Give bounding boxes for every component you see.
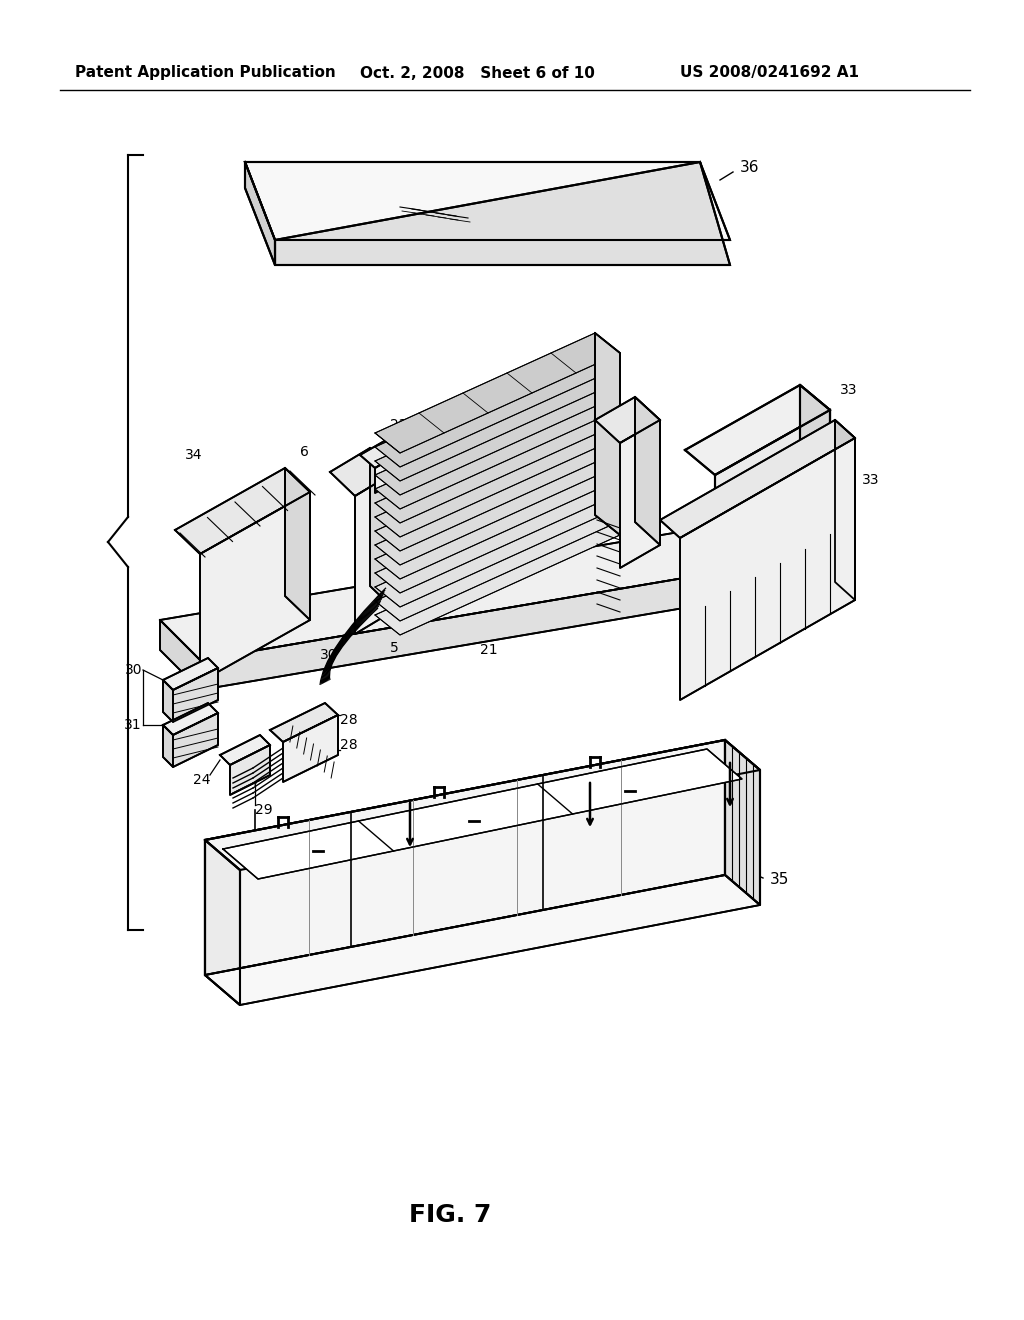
Polygon shape [375, 333, 620, 453]
Polygon shape [175, 469, 310, 554]
Polygon shape [375, 459, 620, 579]
Text: 30: 30 [319, 648, 338, 663]
Polygon shape [375, 487, 620, 607]
Text: 23: 23 [530, 385, 548, 400]
Polygon shape [245, 162, 275, 265]
Text: Patent Application Publication: Patent Application Publication [75, 66, 336, 81]
Polygon shape [725, 741, 760, 906]
Polygon shape [205, 741, 760, 870]
Polygon shape [163, 680, 173, 722]
Polygon shape [220, 735, 270, 766]
Polygon shape [205, 840, 240, 1005]
Polygon shape [680, 438, 855, 700]
Polygon shape [375, 375, 620, 495]
Text: 28: 28 [340, 738, 357, 752]
Polygon shape [330, 447, 395, 496]
Text: US 2008/0241692 A1: US 2008/0241692 A1 [680, 66, 859, 81]
Text: 21: 21 [595, 408, 612, 422]
Polygon shape [163, 725, 173, 767]
Polygon shape [173, 713, 218, 767]
Polygon shape [375, 445, 415, 492]
Text: 28: 28 [340, 713, 357, 727]
Polygon shape [660, 420, 855, 539]
Polygon shape [355, 473, 395, 634]
Polygon shape [223, 748, 742, 879]
Polygon shape [375, 389, 620, 510]
Text: 24: 24 [193, 774, 210, 787]
Polygon shape [285, 469, 310, 620]
Polygon shape [205, 741, 725, 975]
Polygon shape [200, 492, 310, 682]
Polygon shape [245, 162, 730, 240]
Polygon shape [370, 447, 395, 610]
Polygon shape [800, 385, 830, 550]
Polygon shape [620, 420, 660, 568]
Polygon shape [375, 445, 620, 565]
Polygon shape [270, 704, 338, 742]
Polygon shape [160, 620, 200, 690]
Text: 33: 33 [840, 383, 857, 397]
Polygon shape [375, 502, 620, 620]
Polygon shape [635, 397, 660, 545]
Polygon shape [360, 432, 415, 469]
Text: 35: 35 [770, 873, 790, 887]
Text: 21: 21 [480, 643, 498, 657]
Text: 31: 31 [124, 718, 142, 733]
Text: 29: 29 [255, 803, 272, 817]
Text: Oct. 2, 2008   Sheet 6 of 10: Oct. 2, 2008 Sheet 6 of 10 [360, 66, 595, 81]
Polygon shape [163, 704, 218, 735]
Text: 36: 36 [740, 161, 760, 176]
Polygon shape [200, 560, 790, 690]
Polygon shape [685, 385, 830, 475]
Text: 33: 33 [862, 473, 880, 487]
Polygon shape [490, 397, 545, 433]
Polygon shape [283, 715, 338, 781]
Text: FIG. 7: FIG. 7 [409, 1203, 492, 1228]
Text: 30: 30 [125, 663, 142, 677]
Polygon shape [205, 875, 760, 1005]
Polygon shape [275, 162, 730, 265]
Text: 22: 22 [390, 418, 408, 432]
Polygon shape [375, 515, 620, 635]
Polygon shape [595, 333, 620, 535]
Polygon shape [160, 520, 790, 660]
Text: 5: 5 [390, 642, 398, 655]
Polygon shape [375, 417, 620, 537]
Polygon shape [173, 668, 218, 722]
Polygon shape [163, 657, 218, 690]
Polygon shape [230, 744, 270, 795]
Text: 6: 6 [300, 445, 309, 459]
Polygon shape [375, 403, 620, 523]
Polygon shape [505, 411, 545, 458]
Polygon shape [375, 473, 620, 593]
Polygon shape [835, 420, 855, 601]
Polygon shape [375, 347, 620, 467]
Polygon shape [595, 397, 660, 444]
Polygon shape [375, 432, 620, 550]
Text: 34: 34 [185, 447, 203, 462]
Polygon shape [375, 360, 620, 480]
Polygon shape [715, 411, 830, 615]
